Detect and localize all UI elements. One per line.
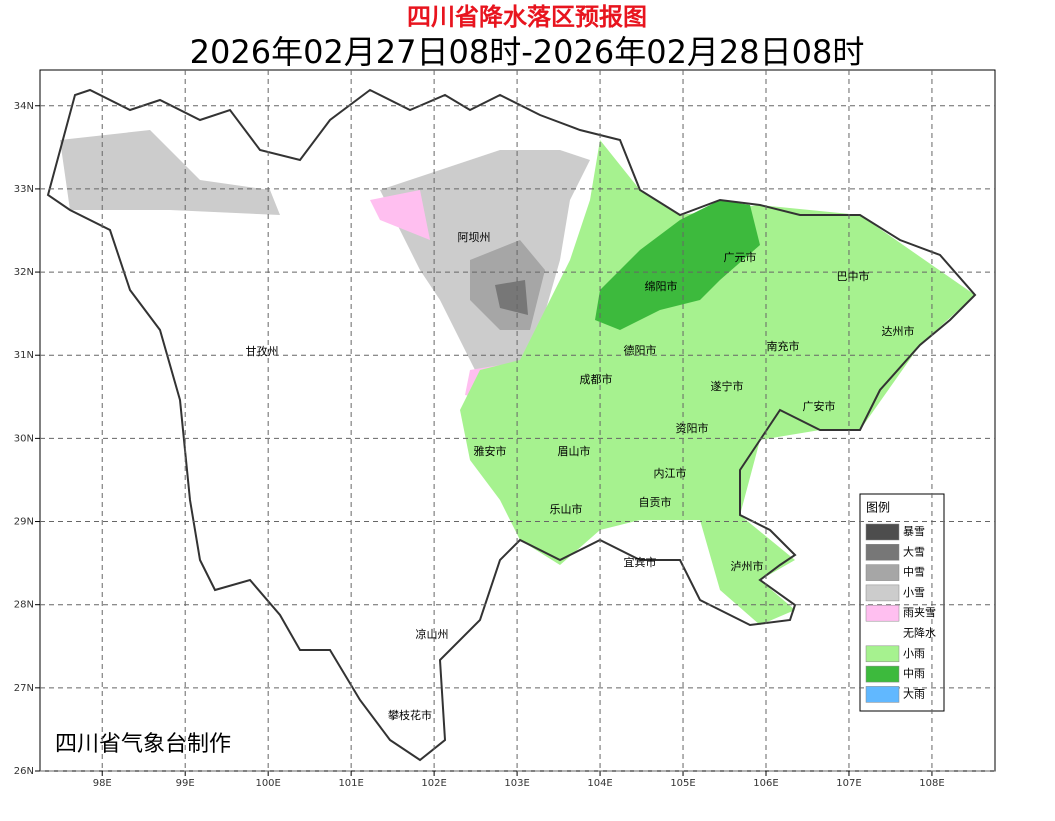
y-tick-label: 31N	[14, 350, 34, 361]
place-label: 阿坝州	[458, 230, 491, 244]
place-label: 甘孜州	[246, 344, 279, 358]
x-tick-label: 104E	[587, 778, 612, 789]
legend-swatch	[865, 584, 900, 602]
place-label: 遂宁市	[711, 379, 744, 393]
place-label: 眉山市	[558, 444, 591, 458]
place-label: 广元市	[724, 250, 757, 264]
place-label: 自贡市	[639, 495, 672, 509]
legend-title: 图例	[866, 501, 890, 515]
y-tick-label: 30N	[14, 433, 34, 444]
x-tick-label: 103E	[504, 778, 529, 789]
place-label: 广安市	[803, 399, 836, 413]
y-tick-label: 34N	[14, 101, 34, 112]
legend-label: 中雨	[903, 667, 925, 680]
y-tick-label: 26N	[14, 766, 34, 777]
legend-swatch	[865, 686, 900, 703]
legend-swatch	[865, 544, 900, 561]
province-border	[46, 88, 977, 762]
place-label: 泸州市	[731, 559, 764, 573]
legend-swatch	[865, 645, 900, 663]
precip-area	[460, 140, 975, 625]
precip-area	[60, 130, 280, 215]
legend-swatch	[866, 625, 899, 642]
place-label: 资阳市	[676, 421, 709, 435]
x-tick-label: 108E	[919, 778, 944, 789]
place-label: 凉山州	[416, 627, 449, 641]
place-label: 南充市	[767, 339, 800, 353]
legend-swatch	[865, 665, 900, 683]
x-tick-label: 107E	[836, 778, 861, 789]
legend-label: 小雪	[903, 586, 925, 599]
map	[46, 88, 977, 762]
credit: 四川省气象台制作	[55, 732, 231, 757]
legend-swatch	[865, 523, 900, 541]
x-tick-label: 100E	[255, 778, 280, 789]
y-tick-label: 28N	[14, 600, 34, 611]
place-label: 乐山市	[550, 502, 583, 516]
x-tick-label: 106E	[753, 778, 778, 789]
place-label: 巴中市	[837, 269, 870, 283]
legend-label: 无降水	[903, 626, 936, 640]
y-tick-label: 27N	[14, 683, 34, 694]
legend-swatch	[865, 564, 900, 581]
legend-swatch	[865, 604, 900, 622]
x-tick-label: 105E	[670, 778, 695, 789]
x-tick-label: 102E	[421, 778, 446, 789]
legend-label: 雨夹雪	[903, 606, 936, 619]
legend-label: 大雪	[903, 544, 925, 558]
x-tick-label: 99E	[176, 778, 195, 789]
y-tick-label: 29N	[14, 517, 34, 528]
precip-area	[495, 280, 528, 315]
precip-area	[595, 200, 760, 330]
legend-label: 小雨	[903, 647, 925, 660]
y-tick-label: 33N	[14, 184, 34, 195]
y-tick-label: 32N	[14, 267, 34, 278]
legend-label: 暴雪	[903, 525, 925, 538]
precip-area	[370, 190, 430, 240]
place-label: 内江市	[654, 466, 687, 480]
place-label: 宜宾市	[624, 555, 657, 569]
subtitle: 2026年02月27日08时-2026年02月28日08时	[190, 33, 865, 71]
place-label: 成都市	[580, 372, 613, 386]
x-tick-label: 98E	[93, 778, 112, 789]
place-label: 德阳市	[624, 343, 657, 357]
place-label: 绵阳市	[645, 279, 678, 293]
x-tick-label: 101E	[338, 778, 363, 789]
place-label: 达州市	[882, 324, 915, 338]
legend-label: 大雨	[903, 686, 925, 700]
place-label: 雅安市	[474, 444, 507, 458]
legend-label: 中雪	[903, 566, 925, 579]
title: 四川省降水落区预报图	[407, 3, 647, 31]
place-label: 攀枝花市	[388, 708, 432, 722]
